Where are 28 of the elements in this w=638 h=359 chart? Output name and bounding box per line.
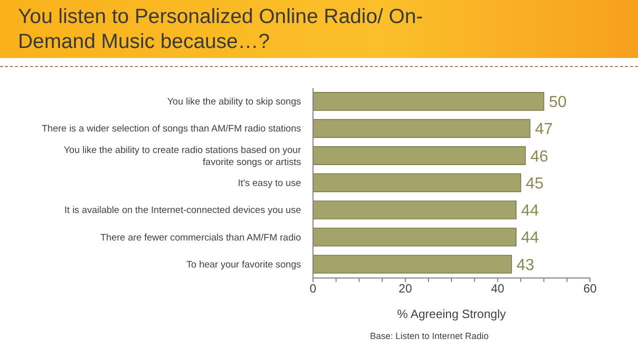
x-tick-label: 40 (490, 282, 505, 296)
bar (313, 254, 512, 274)
y-tick-label: To hear your favorite songs (186, 258, 302, 270)
y-tick-label: It is available on the Internet-connected devices you use (64, 204, 301, 216)
bar (313, 200, 516, 220)
x-axis-title: % Agreeing Strongly (397, 307, 506, 321)
y-tick-label: There are fewer commercials than AM/FM radio (100, 232, 301, 243)
data-label: 44 (521, 230, 540, 247)
data-label: 47 (534, 121, 553, 138)
bar (313, 146, 526, 165)
chart-title: You listen to Personalized Online Radio/ On-Demand Music because…? (18, 4, 423, 54)
bar (313, 173, 522, 192)
data-label: 44 (521, 202, 540, 220)
data-label: 45 (526, 175, 544, 192)
y-tick-label: There is a wider selection of songs than AM/FM radio stations (42, 123, 302, 134)
data-label: 46 (530, 148, 548, 166)
y-tick-label: It's easy to use (238, 178, 301, 189)
bar (313, 92, 544, 111)
bar (313, 119, 530, 138)
data-label: 50 (548, 94, 567, 112)
x-tick-label: 20 (398, 282, 412, 296)
x-tick-label: 60 (583, 282, 597, 296)
x-tick-label: 0 (310, 282, 317, 296)
data-label: 43 (516, 256, 534, 274)
y-tick-label: You like the ability to skip songs (167, 96, 302, 108)
y-tick-label: You like the ability to create radio stations based on your favorite songs or artists (64, 144, 302, 168)
text: Base: Listen to Internet Radio (370, 331, 489, 341)
bar (313, 228, 516, 246)
